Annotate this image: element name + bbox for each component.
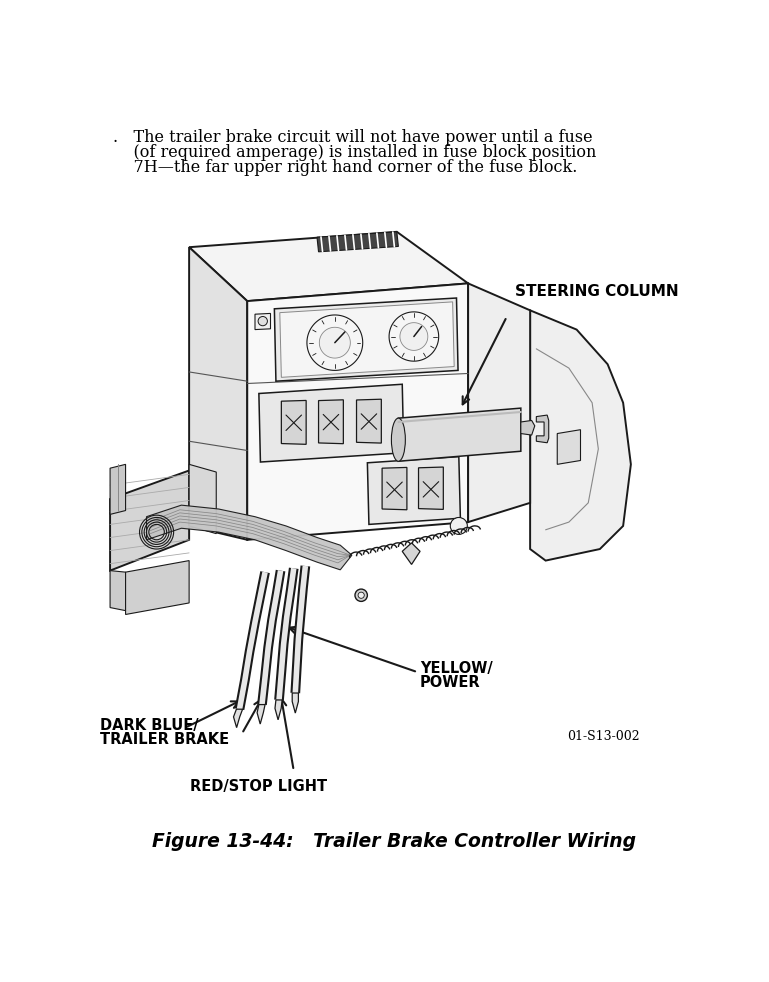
Polygon shape [368,457,461,524]
Text: (of required amperage) is installed in fuse block position: (of required amperage) is installed in f… [113,144,597,161]
Text: POWER: POWER [420,675,481,689]
Polygon shape [110,571,125,611]
Polygon shape [125,561,189,615]
Text: 01-S13-002: 01-S13-002 [568,730,640,743]
Polygon shape [257,704,265,724]
Polygon shape [234,709,242,728]
Polygon shape [400,323,428,351]
Text: YELLOW/: YELLOW/ [420,661,493,676]
Polygon shape [558,430,581,464]
Polygon shape [280,301,454,377]
Circle shape [358,592,365,598]
Polygon shape [521,420,534,435]
Text: STEERING COLUMN: STEERING COLUMN [514,284,678,299]
Polygon shape [275,700,282,720]
Text: RED/STOP LIGHT: RED/STOP LIGHT [190,779,328,793]
Polygon shape [398,409,521,462]
Text: DARK BLUE/: DARK BLUE/ [100,719,198,734]
Polygon shape [189,232,468,301]
Text: .   The trailer brake circuit will not have power until a fuse: . The trailer brake circuit will not hav… [113,129,593,145]
Polygon shape [275,298,458,381]
Polygon shape [319,327,351,358]
Polygon shape [248,284,468,540]
Polygon shape [110,464,125,515]
Polygon shape [189,464,216,533]
Polygon shape [110,470,189,571]
Text: TRAILER BRAKE: TRAILER BRAKE [100,733,229,747]
Polygon shape [259,384,404,462]
Polygon shape [317,232,398,251]
Polygon shape [147,505,352,570]
Circle shape [355,589,368,601]
Polygon shape [357,400,381,443]
Polygon shape [281,401,306,444]
Polygon shape [468,284,530,522]
Polygon shape [189,247,248,540]
Polygon shape [307,315,363,370]
Circle shape [258,316,268,326]
Text: Figure 13-44:   Trailer Brake Controller Wiring: Figure 13-44: Trailer Brake Controller W… [151,833,636,851]
Polygon shape [530,310,631,561]
Circle shape [451,518,468,534]
Polygon shape [255,313,271,330]
Polygon shape [402,543,420,565]
Polygon shape [418,467,443,510]
Text: 7H—the far upper right hand corner of the fuse block.: 7H—the far upper right hand corner of th… [113,159,578,177]
Polygon shape [292,693,298,713]
Polygon shape [536,415,549,443]
Polygon shape [382,467,407,510]
Polygon shape [318,400,343,444]
Ellipse shape [391,418,405,462]
Polygon shape [389,312,438,361]
